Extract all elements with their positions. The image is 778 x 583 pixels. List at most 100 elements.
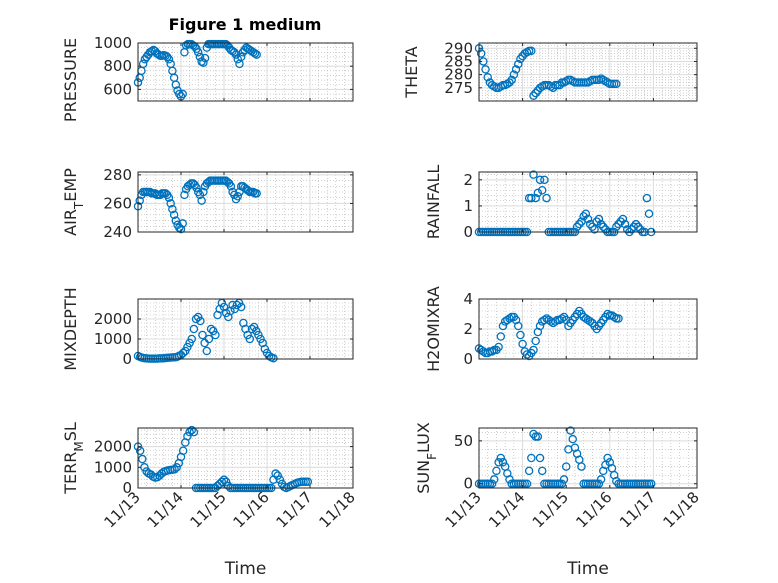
data-point [164,193,174,202]
data-point [557,479,567,488]
data-point [196,316,205,326]
y-tick-label: 0 [463,475,473,493]
data-point [206,324,216,334]
y-tick-label: 2 [463,171,473,189]
y-tick-label: 0 [122,350,132,368]
data-point [226,182,236,191]
data-point [204,334,214,344]
data-point [191,314,201,324]
data-point [230,48,239,57]
data-point [168,204,177,214]
y-tick-label: 0 [463,223,473,241]
x-tick-label: 11/15 [529,488,572,531]
data-point [171,216,181,225]
axes-box [137,42,354,102]
y-tick-label: 275 [444,79,473,97]
plot-area [138,172,353,232]
data-point [198,330,207,340]
data-point [221,308,231,318]
data-point [138,454,147,464]
y-tick-label: 280 [444,66,473,84]
data-point [616,217,625,226]
data-point [577,462,586,471]
y-tick-label: 1 [463,197,473,215]
y-tick-label: 50 [454,432,473,450]
data-point [612,79,621,89]
series-markers [474,306,623,361]
data-point [561,462,571,471]
data-point [271,469,280,478]
data-point [596,475,606,484]
data-point [542,193,551,203]
y-tick-label: 260 [103,194,132,212]
x-tick-label: 11/16 [572,488,615,531]
data-point [529,91,538,100]
data-point [535,453,545,463]
data-point [537,186,547,195]
data-point [516,54,525,64]
data-point [592,217,601,226]
data-point [236,52,246,62]
data-point [633,222,643,232]
y-tick-label: 2 [463,320,473,338]
y-axis-label: THETA [402,46,421,98]
data-point [522,350,532,359]
data-point [233,192,243,201]
data-point [612,222,621,232]
data-point [247,324,257,334]
x-tick-label: 11/17 [616,488,659,531]
y-tick-label: 280 [103,166,132,184]
y-tick-label: 285 [444,52,473,70]
data-point [529,429,538,439]
y-tick-label: 0 [122,479,132,497]
data-point [494,342,503,352]
data-point [498,458,508,467]
data-point [273,471,282,480]
data-point [166,199,175,208]
data-point [527,193,536,203]
data-point [175,89,184,99]
data-point [245,334,255,344]
series-markers [474,44,621,100]
data-point [135,196,144,205]
data-point [254,330,263,340]
data-point [559,475,569,484]
data-point [487,479,497,488]
y-tick-label: 1000 [94,458,132,476]
data-point [192,183,201,192]
data-point [169,210,179,220]
data-point [236,302,246,312]
data-point [252,189,261,198]
data-point [498,321,508,331]
data-point [189,427,199,437]
y-axis-label: RAINFALL [424,165,443,240]
data-point [583,214,593,224]
data-point [518,339,527,349]
data-point [490,475,499,484]
y-tick-label: 290 [444,39,473,57]
data-point [178,348,188,358]
data-point [494,458,503,467]
data-point [533,188,543,198]
series-markers [474,170,656,237]
figure-title: Figure 1 medium [169,15,322,34]
data-point [303,477,313,487]
data-point [164,54,174,64]
data-point [531,193,540,203]
data-point [187,334,196,344]
data-point [275,475,285,484]
data-point [642,193,652,203]
data-point [185,427,194,437]
x-tick-label: 11/18 [316,488,359,531]
subplot-pressure: 600 800 1000 PRESSURE [61,34,354,122]
y-axis-label: SUNFLUX [414,422,439,494]
data-point [269,353,278,363]
data-point [527,453,536,463]
x-tick-label: 11/13 [442,488,485,531]
subplot-air_temp: 240 260 280 AIRTEMP [61,166,354,241]
data-point [232,300,242,310]
x-axis-label: Time [566,559,609,579]
data-point [568,434,577,444]
data-point [135,446,145,456]
